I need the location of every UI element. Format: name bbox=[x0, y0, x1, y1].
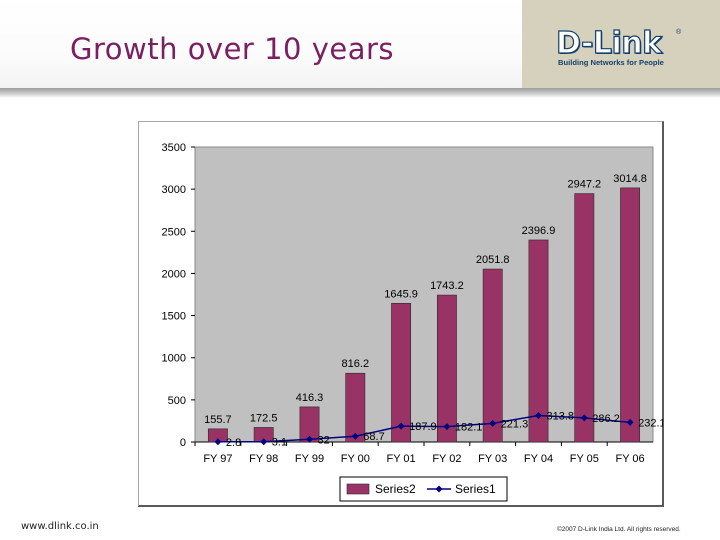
y-tick-label: 500 bbox=[168, 395, 186, 407]
x-tick-label: FY 98 bbox=[249, 453, 278, 465]
header-band bbox=[0, 0, 522, 97]
series1-point bbox=[489, 419, 497, 427]
line-value-label: 286.2 bbox=[592, 413, 620, 425]
bar bbox=[345, 372, 366, 443]
legend-series2-label: Series2 bbox=[375, 482, 416, 496]
line-value-label: 3.1 bbox=[272, 437, 287, 449]
series1-point bbox=[397, 422, 405, 430]
x-tick-label: FY 04 bbox=[524, 453, 553, 465]
x-tick-label: FY 03 bbox=[478, 453, 507, 465]
x-tick-label: FY 06 bbox=[616, 453, 645, 465]
series1-point bbox=[306, 435, 313, 443]
series1-point bbox=[260, 438, 268, 446]
x-tick-label: FY 01 bbox=[387, 453, 416, 465]
series1-point bbox=[580, 414, 588, 422]
bar-value-label: 2947.2 bbox=[567, 179, 601, 191]
bar bbox=[620, 187, 641, 443]
bar-value-label: 2051.8 bbox=[476, 254, 510, 266]
y-tick-label: 0 bbox=[180, 437, 186, 449]
dlink-logo: D-Link ® Building Networks for People bbox=[555, 26, 686, 72]
bar-value-label: 155.7 bbox=[204, 414, 232, 426]
legend-series1-marker bbox=[435, 485, 443, 493]
logo-tagline: Building Networks for People bbox=[558, 58, 664, 67]
y-tick-label: 2000 bbox=[162, 268, 186, 280]
line-value-label: 182.1 bbox=[455, 422, 483, 434]
bar bbox=[528, 239, 549, 443]
line-value-label: 2.8 bbox=[226, 437, 241, 449]
footer-url: www.dlink.co.in bbox=[21, 521, 99, 532]
line-value-label: 68.7 bbox=[363, 431, 384, 443]
legend-series1-label: Series1 bbox=[455, 482, 496, 496]
bar bbox=[391, 302, 412, 443]
bar-value-label: 172.5 bbox=[250, 412, 278, 424]
logo-registered-mark: ® bbox=[676, 29, 682, 36]
series1-point bbox=[535, 412, 542, 420]
series1-point bbox=[626, 418, 634, 426]
line-value-label: 221.3 bbox=[501, 418, 529, 430]
series1-line bbox=[217, 414, 631, 443]
bar-value-label: 416.3 bbox=[296, 392, 324, 404]
line-value-label: 187.9 bbox=[409, 421, 437, 433]
bar-value-label: 3014.8 bbox=[613, 173, 647, 185]
x-tick-label: FY 05 bbox=[570, 453, 599, 465]
x-tick-label: FY 97 bbox=[203, 453, 232, 465]
series1-point bbox=[443, 423, 451, 431]
bar-value-label: 1743.2 bbox=[430, 280, 464, 292]
footer-copyright: ©2007 D-Link India Ltd. All rights reser… bbox=[557, 526, 681, 533]
y-tick-label: 1000 bbox=[162, 353, 186, 365]
bar bbox=[436, 294, 457, 443]
line-value-label: 313.8 bbox=[547, 411, 575, 423]
logo-band bbox=[522, 0, 720, 97]
line-value-label: 32 bbox=[318, 434, 330, 446]
series1-point bbox=[214, 438, 222, 446]
y-tick-label: 1500 bbox=[162, 311, 186, 323]
slide-title: Growth over 10 years bbox=[70, 32, 395, 66]
header-shadow bbox=[0, 88, 720, 98]
y-tick-label: 3000 bbox=[162, 184, 186, 196]
bar-value-label: 2396.9 bbox=[522, 225, 556, 237]
x-tick-label: FY 02 bbox=[432, 453, 461, 465]
logo-wordmark: D-Link bbox=[555, 26, 662, 61]
x-tick-label: FY 99 bbox=[295, 453, 324, 465]
x-tick-label: FY 00 bbox=[341, 453, 370, 465]
legend-series2-swatch bbox=[346, 483, 370, 495]
bar bbox=[482, 268, 503, 443]
line-value-label: 232.1 bbox=[638, 417, 663, 429]
bar-value-label: 1645.9 bbox=[384, 288, 418, 300]
bar-value-label: 816.2 bbox=[342, 358, 370, 370]
bar bbox=[574, 193, 595, 443]
y-tick-label: 2500 bbox=[162, 226, 186, 238]
chart: 0 500 1000 1500 2000 2500 3000 3500 155.7 172.5 41… bbox=[162, 142, 663, 502]
series1-point bbox=[351, 432, 359, 440]
chart-frame: 0 500 1000 1500 2000 2500 3000 3500 155.7 172.5 41… bbox=[138, 121, 664, 507]
y-tick-label: 3500 bbox=[162, 142, 186, 154]
